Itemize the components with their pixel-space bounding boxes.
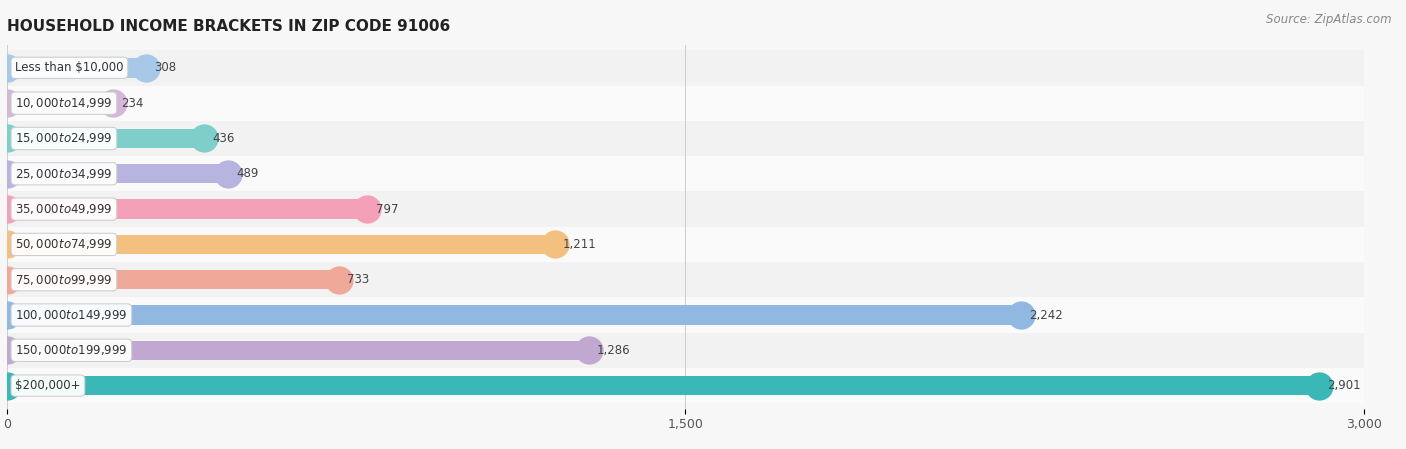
Bar (7, 191, 1364, 227)
Text: 489: 489 (236, 167, 259, 180)
Bar (7, 121, 1364, 156)
Text: Less than $10,000: Less than $10,000 (15, 62, 124, 75)
Bar (7, 305, 1021, 325)
Text: $75,000 to $99,999: $75,000 to $99,999 (15, 273, 112, 287)
Text: $50,000 to $74,999: $50,000 to $74,999 (15, 238, 112, 251)
Bar (7, 341, 589, 360)
Bar (7, 156, 1364, 191)
Bar (7, 235, 555, 254)
Bar (7, 50, 1364, 85)
Bar (7, 58, 146, 78)
Text: 436: 436 (212, 132, 235, 145)
Text: 733: 733 (347, 273, 368, 286)
Bar (7, 85, 1364, 121)
Bar (7, 129, 204, 148)
Bar (7, 93, 112, 113)
Bar (7, 262, 1364, 297)
Bar (7, 333, 1364, 368)
Bar (7, 199, 367, 219)
Text: 2,242: 2,242 (1029, 308, 1063, 321)
Text: 1,286: 1,286 (596, 344, 630, 357)
Bar (7, 376, 1319, 396)
Text: $10,000 to $14,999: $10,000 to $14,999 (15, 96, 112, 110)
Text: Source: ZipAtlas.com: Source: ZipAtlas.com (1267, 13, 1392, 26)
Bar (7, 297, 1364, 333)
Text: HOUSEHOLD INCOME BRACKETS IN ZIP CODE 91006: HOUSEHOLD INCOME BRACKETS IN ZIP CODE 91… (7, 19, 450, 34)
Bar (7, 270, 339, 290)
Text: 234: 234 (121, 97, 143, 110)
Bar (7, 368, 1364, 403)
Text: 1,211: 1,211 (562, 238, 596, 251)
Text: $35,000 to $49,999: $35,000 to $49,999 (15, 202, 112, 216)
Text: 2,901: 2,901 (1327, 379, 1361, 392)
Bar (7, 164, 228, 184)
Bar (7, 227, 1364, 262)
Text: $25,000 to $34,999: $25,000 to $34,999 (15, 167, 112, 181)
Text: $150,000 to $199,999: $150,000 to $199,999 (15, 343, 128, 357)
Text: 308: 308 (155, 62, 177, 75)
Text: $15,000 to $24,999: $15,000 to $24,999 (15, 132, 112, 145)
Text: $200,000+: $200,000+ (15, 379, 80, 392)
Text: 797: 797 (375, 202, 398, 216)
Text: $100,000 to $149,999: $100,000 to $149,999 (15, 308, 128, 322)
